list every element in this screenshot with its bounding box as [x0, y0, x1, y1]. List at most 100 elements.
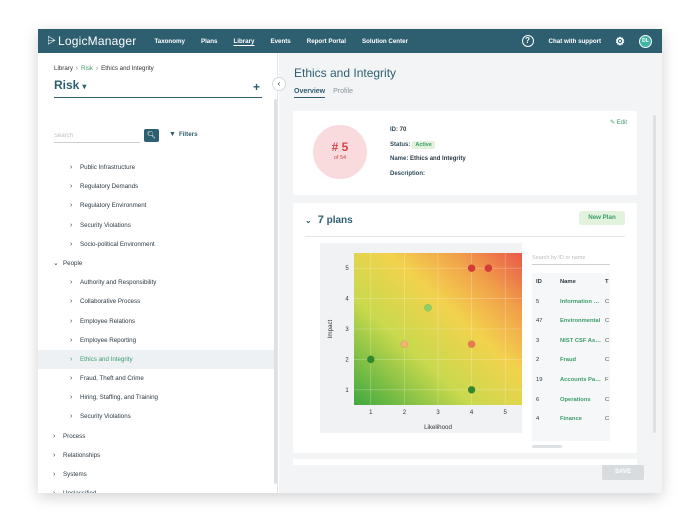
- tree-item[interactable]: › Socio-political Environment: [38, 235, 274, 254]
- tree-item[interactable]: › Collaborative Process: [38, 292, 274, 311]
- chevron-right-icon[interactable]: ›: [53, 471, 56, 478]
- collapse-sidebar-button[interactable]: ‹: [272, 77, 286, 91]
- plan-name-link[interactable]: Fraud: [560, 357, 577, 364]
- risk-point[interactable]: [484, 264, 493, 273]
- chevron-right-icon[interactable]: ›: [70, 240, 73, 248]
- tree-item[interactable]: › Employee Relations: [38, 312, 274, 331]
- nav-plans[interactable]: Plans: [200, 37, 218, 45]
- tree-item[interactable]: › Fraud, Theft and Crime: [38, 369, 274, 388]
- table-row[interactable]: 5 Information SecurityC: [532, 293, 610, 313]
- risk-point[interactable]: [366, 355, 375, 364]
- risk-point[interactable]: [424, 303, 432, 312]
- chevron-right-icon[interactable]: ›: [53, 432, 56, 440]
- tab-overview[interactable]: Overview: [294, 88, 326, 98]
- table-row[interactable]: 19 Accounts PayableF: [532, 371, 610, 391]
- brand-logo[interactable]: ⩥ LogicManager: [47, 34, 136, 48]
- chevron-right-icon[interactable]: ›: [70, 317, 73, 325]
- tree-item[interactable]: › Ethics and Integrity: [38, 349, 274, 370]
- tree-item[interactable]: ⌄ People: [38, 254, 274, 273]
- chevron-right-icon[interactable]: ›: [70, 221, 73, 229]
- chevron-left-icon: ‹: [277, 79, 281, 88]
- nav-library[interactable]: Library: [233, 37, 255, 45]
- table-scrollbar[interactable]: [532, 445, 562, 448]
- risk-point[interactable]: [400, 340, 409, 349]
- column-header[interactable]: Name: [560, 279, 576, 285]
- save-button[interactable]: SAVE: [602, 465, 644, 480]
- name-label: Name:: [390, 156, 409, 162]
- nav-report-portal[interactable]: Report Portal: [306, 37, 346, 45]
- chevron-right-icon[interactable]: ›: [70, 394, 73, 402]
- edit-button[interactable]: ✎ Edit: [610, 119, 627, 126]
- tree-item[interactable]: › Unclassified: [38, 484, 274, 493]
- avatar[interactable]: DL: [639, 34, 652, 48]
- help-icon[interactable]: ?: [521, 35, 534, 47]
- table-row[interactable]: 3 NIST CSF AssessmentC: [532, 332, 610, 352]
- x-tick-label: 3: [436, 410, 440, 416]
- tree-item-label: Systems: [63, 471, 87, 478]
- table-header: ID Name T: [532, 273, 610, 293]
- tree-item[interactable]: › Process: [38, 427, 274, 446]
- plan-name-link[interactable]: NIST CSF Assessment: [560, 337, 602, 344]
- tree-item[interactable]: › Security Violations: [38, 407, 274, 426]
- y-tick-label: 5: [345, 266, 349, 272]
- search-input[interactable]: [54, 129, 140, 143]
- tab-profile[interactable]: Profile: [333, 88, 353, 95]
- breadcrumb-library[interactable]: Library: [54, 65, 73, 72]
- tree-item[interactable]: › Hiring, Staffing, and Training: [38, 388, 274, 407]
- table-row[interactable]: 6 Operations C: [532, 391, 610, 411]
- tree-item[interactable]: › Regulatory Demands: [38, 177, 274, 196]
- table-row[interactable]: 2 Fraud C: [532, 351, 610, 371]
- column-header[interactable]: T: [605, 279, 609, 285]
- risk-point[interactable]: [467, 385, 476, 394]
- chevron-right-icon[interactable]: ›: [70, 336, 73, 344]
- sidebar-scrollbar[interactable]: [274, 99, 277, 484]
- chevron-right-icon[interactable]: ›: [70, 202, 73, 210]
- new-plan-button[interactable]: New Plan: [579, 211, 625, 225]
- chevron-right-icon[interactable]: ›: [70, 279, 73, 287]
- nav-events[interactable]: Events: [270, 37, 291, 45]
- risk-tree: › Public Infrastructure › Regulatory Demand…: [38, 158, 274, 493]
- search-button[interactable]: 🔍︎: [144, 129, 159, 142]
- tree-item[interactable]: › Relationships: [38, 446, 274, 465]
- filters-button[interactable]: ▼ Filters: [169, 131, 198, 138]
- detail-scrollbar[interactable]: [653, 115, 656, 433]
- chevron-right-icon[interactable]: ›: [70, 164, 73, 171]
- nav-taxonomy[interactable]: Taxonomy: [154, 37, 185, 45]
- add-risk-button[interactable]: +: [253, 80, 261, 94]
- tree-item[interactable]: › Security Violations: [38, 216, 274, 235]
- plan-name-link[interactable]: Operations: [560, 396, 591, 403]
- plan-name-link[interactable]: Accounts Payable: [560, 376, 602, 383]
- page-title: Ethics and Integrity: [294, 66, 397, 80]
- tree-item[interactable]: › Authority and Responsibility: [38, 273, 274, 292]
- table-row[interactable]: 4 Finance C: [532, 410, 610, 430]
- risk-point[interactable]: [467, 340, 476, 349]
- chevron-down-icon[interactable]: ⌄: [53, 259, 59, 267]
- column-header[interactable]: ID: [536, 279, 542, 285]
- chevron-right-icon[interactable]: ›: [70, 375, 73, 383]
- tree-item[interactable]: › Regulatory Environment: [38, 196, 274, 215]
- id-label: ID:: [390, 127, 398, 133]
- nav-solution-center[interactable]: Solution Center: [361, 37, 408, 45]
- plans-toggle[interactable]: ⌄ 7 plans: [305, 214, 353, 226]
- chevron-right-icon[interactable]: ›: [70, 413, 73, 421]
- table-row[interactable]: 47 Environmental C: [532, 312, 610, 332]
- plan-name-link[interactable]: Environmental: [560, 318, 601, 325]
- plan-name-link[interactable]: Finance: [560, 416, 582, 423]
- plans-card: ⌄ 7 plans New Plan 1 2 3 4 5 1 2 3 4 5 Likelihood Im…: [293, 203, 637, 453]
- tree-item-label: Public Infrastructure: [80, 164, 136, 171]
- tree-item[interactable]: › Public Infrastructure: [38, 158, 274, 177]
- chat-support-link[interactable]: Chat with support: [548, 37, 602, 45]
- plan-search-input[interactable]: [532, 251, 610, 265]
- category-dropdown[interactable]: Risk ▾: [54, 78, 86, 92]
- tree-item[interactable]: › Systems: [38, 465, 274, 484]
- chevron-right-icon[interactable]: ›: [70, 298, 73, 306]
- plan-name-link[interactable]: Information Security: [560, 298, 602, 305]
- chevron-right-icon[interactable]: ›: [70, 355, 73, 363]
- breadcrumb-risk[interactable]: Risk: [80, 65, 94, 72]
- chevron-right-icon[interactable]: ›: [53, 451, 56, 459]
- gear-icon[interactable]: ⚙: [615, 35, 625, 48]
- chevron-right-icon[interactable]: ›: [53, 484, 55, 493]
- chevron-right-icon[interactable]: ›: [70, 183, 73, 191]
- tree-item[interactable]: › Employee Reporting: [38, 331, 274, 350]
- risk-point[interactable]: [467, 264, 476, 273]
